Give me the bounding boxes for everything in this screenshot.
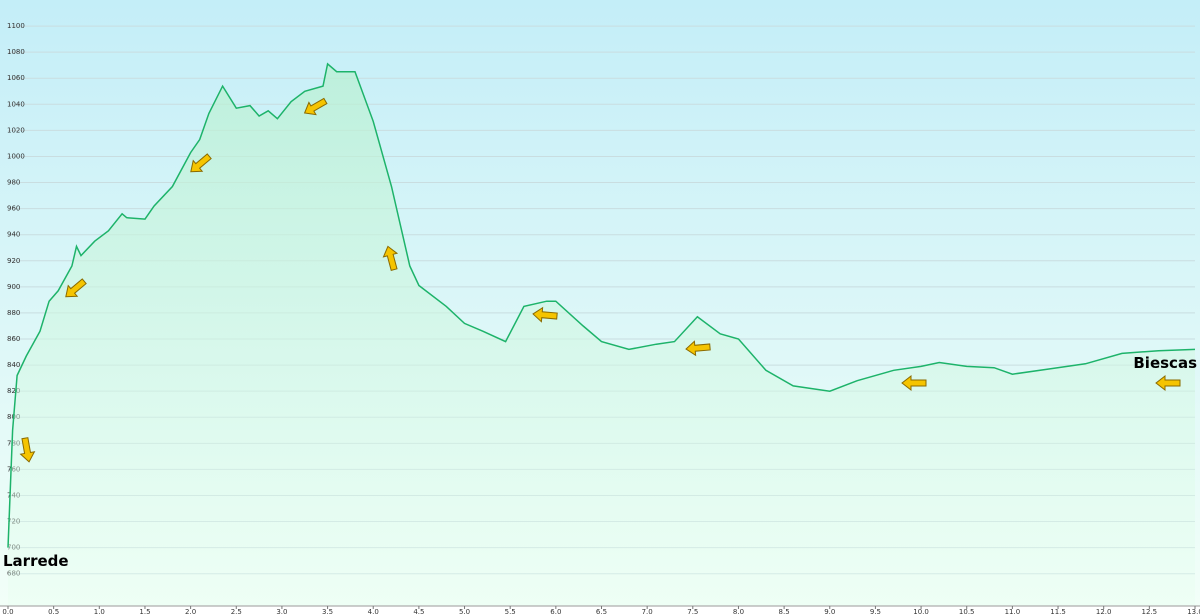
elevation-line [7, 62, 1196, 548]
y-tick-label: 960 [7, 205, 20, 213]
x-tick-label: 2.5 [231, 608, 242, 615]
x-tick-label: 12.0 [1096, 608, 1112, 615]
x-tick-label: 6.0 [550, 608, 561, 615]
y-tick-label: 840 [7, 361, 20, 369]
y-tick-label: 900 [7, 283, 20, 291]
y-tick-label: 920 [7, 257, 20, 265]
x-tick-label: 11.5 [1050, 608, 1066, 615]
elevation-area [8, 63, 1195, 605]
x-tick-label: 8.0 [733, 608, 744, 615]
x-tick-label: 1.5 [139, 608, 150, 615]
y-tick-label: 880 [7, 309, 20, 317]
x-tick-label: 13.0 [1187, 608, 1200, 615]
x-tick-label: 1.0 [94, 608, 105, 615]
y-tick-label: 1020 [7, 126, 25, 134]
y-tick-label: 860 [7, 335, 20, 343]
x-tick-label: 12.5 [1142, 608, 1158, 615]
start-label: Larrede [3, 552, 69, 570]
x-tick-label: 11.0 [1005, 608, 1021, 615]
x-tick-label: 4.5 [413, 608, 424, 615]
x-tick-label: 7.5 [687, 608, 698, 615]
end-label: Biescas [1133, 354, 1197, 372]
x-tick-label: 8.5 [779, 608, 790, 615]
x-tick-label: 3.5 [322, 608, 333, 615]
x-tick-label: 10.0 [913, 608, 929, 615]
y-tick-label: 940 [7, 231, 20, 239]
x-tick-label: 7.0 [642, 608, 653, 615]
y-tick-label: 1060 [7, 74, 25, 82]
x-tick-label: 3.0 [276, 608, 287, 615]
y-tick-label: 980 [7, 179, 20, 187]
y-tick-label: 1040 [7, 100, 25, 108]
x-tick-label: 5.5 [505, 608, 516, 615]
x-tick-label: 9.5 [870, 608, 881, 615]
y-tick-label: 1100 [7, 22, 25, 30]
y-tick-label: 1080 [7, 48, 25, 56]
x-tick-label: 2.0 [185, 608, 196, 615]
x-tick-label: 0.5 [48, 608, 59, 615]
x-tick-label: 5.0 [459, 608, 470, 615]
x-tick-label: 0.0 [2, 608, 13, 615]
x-tick-label: 4.0 [368, 608, 379, 615]
x-tick-label: 10.5 [959, 608, 975, 615]
y-tick-label: 820 [7, 387, 20, 395]
x-tick-label: 9.0 [824, 608, 835, 615]
y-tick-label: 1000 [7, 152, 25, 160]
x-tick-label: 6.5 [596, 608, 607, 615]
